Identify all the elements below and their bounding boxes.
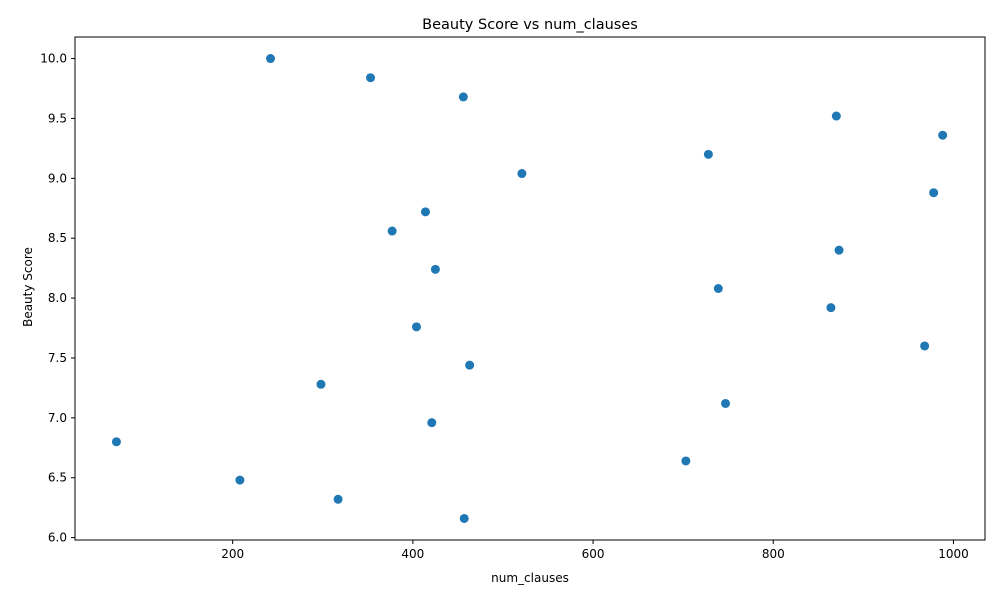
scatter-point [430, 264, 440, 274]
scatter-point [411, 322, 421, 332]
x-tick-label: 600 [582, 547, 605, 561]
y-tick-label: 8.5 [48, 231, 67, 245]
x-tick-label: 800 [762, 547, 785, 561]
scatter-point [366, 73, 376, 83]
scatter-point [111, 437, 121, 447]
y-tick-label: 6.0 [48, 531, 67, 545]
scatter-point [831, 111, 841, 121]
scatter-point [266, 54, 276, 64]
chart-title: Beauty Score vs num_clauses [422, 17, 638, 33]
scatter-point [713, 284, 723, 293]
scatter-point [703, 149, 713, 159]
scatter-point [681, 456, 691, 466]
scatter-point [929, 188, 939, 198]
x-axis-label: num_clauses [491, 571, 569, 585]
y-tick-label: 6.5 [48, 471, 67, 485]
y-axis-label: Beauty Score [21, 247, 35, 327]
y-tick-label: 7.0 [48, 411, 67, 425]
y-tick-label: 10.0 [40, 52, 67, 66]
scatter-point [459, 513, 469, 523]
x-tick-label: 400 [401, 547, 424, 561]
x-tick-label: 200 [221, 547, 244, 561]
scatter-point [517, 169, 527, 179]
scatter-point [387, 226, 397, 236]
y-tick-label: 8.0 [48, 291, 67, 305]
scatter-point [465, 360, 475, 370]
x-tick-label: 1000 [938, 547, 969, 561]
scatter-point [458, 92, 468, 102]
y-tick-label: 9.0 [48, 171, 67, 185]
scatter-point [316, 379, 326, 389]
scatter-point [826, 303, 836, 313]
scatter-point [834, 245, 844, 255]
tick-layer: 200 400 600 800 1000 6.0 6.5 7.0 7.5 8.0 8.5 9.0 9.5… [40, 52, 968, 561]
scatter-point [938, 130, 948, 140]
y-tick-label: 7.5 [48, 351, 67, 365]
scatter-point [333, 494, 343, 504]
plot-area-frame [74, 36, 986, 541]
scatter-point [721, 398, 731, 408]
scatter-point [235, 475, 245, 485]
y-tick-label: 9.5 [48, 111, 67, 125]
scatter-point [920, 341, 930, 351]
data-points [111, 54, 948, 523]
scatter-point [420, 207, 430, 217]
scatter-point [427, 418, 437, 428]
